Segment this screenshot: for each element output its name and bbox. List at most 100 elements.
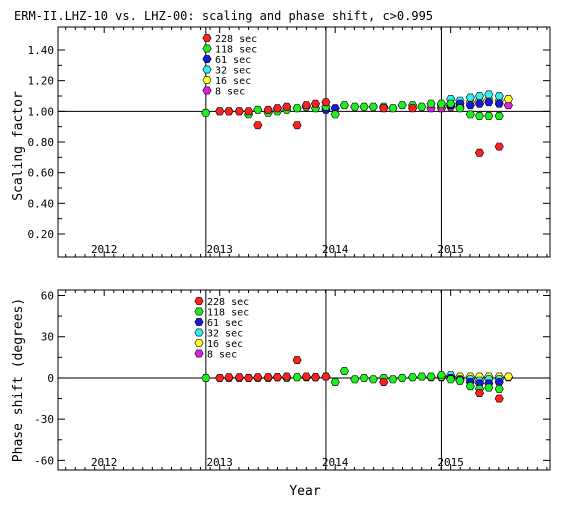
y-tick-label: -30 xyxy=(34,413,54,426)
data-point xyxy=(494,112,504,120)
data-point xyxy=(310,99,321,108)
x-tick-label: 2012 xyxy=(91,243,118,256)
x-tick-label: 2015 xyxy=(437,243,464,256)
data-point xyxy=(292,121,302,130)
data-point xyxy=(446,375,456,384)
data-point xyxy=(215,107,225,116)
x-tick-label: 2012 xyxy=(91,456,118,469)
data-point xyxy=(388,104,398,113)
data-point xyxy=(397,373,407,382)
data-point xyxy=(494,142,504,151)
legend-label: 61 sec xyxy=(215,55,251,66)
data-point xyxy=(484,112,494,120)
y-tick-label: 30 xyxy=(41,331,54,344)
data-point xyxy=(350,375,360,384)
y-axis-label-scaling: Scaling factor xyxy=(11,91,26,201)
legend-label: 32 sec xyxy=(215,66,251,77)
y-tick-label: 0 xyxy=(47,372,54,385)
data-point xyxy=(455,104,465,113)
data-point xyxy=(494,384,504,393)
data-point xyxy=(224,107,234,116)
data-point xyxy=(417,102,427,111)
y-axis-label-phase: Phase shift (degrees) xyxy=(11,298,26,462)
x-tick-label: 2015 xyxy=(437,456,464,469)
legend-label: 8 sec xyxy=(215,87,245,98)
y-tick-label: 1.20 xyxy=(28,75,55,88)
data-point xyxy=(330,110,340,119)
data-point xyxy=(272,104,282,113)
legend-marker xyxy=(202,55,212,63)
data-point xyxy=(465,382,475,391)
legend-marker xyxy=(202,44,212,53)
phase-shift-panel: Phase shift (degrees) Year -60 -30 0 30 60 20… xyxy=(11,289,551,499)
data-point xyxy=(310,373,321,382)
legend-label: 8 sec xyxy=(207,350,237,361)
y-tick-label: -60 xyxy=(34,454,54,467)
legend-marker xyxy=(194,318,204,326)
data-point xyxy=(397,101,407,110)
y-tick-label: 0.60 xyxy=(28,167,55,180)
data-point xyxy=(201,108,211,117)
data-point xyxy=(484,383,494,392)
data-point xyxy=(465,110,475,119)
y-tick-label: 1.40 xyxy=(28,44,55,57)
data-point xyxy=(503,372,513,381)
x-tick-label: 2013 xyxy=(206,243,233,256)
legend-marker xyxy=(194,349,204,358)
data-point xyxy=(234,107,244,116)
data-point xyxy=(494,394,504,403)
data-point xyxy=(301,101,311,110)
data-point xyxy=(282,372,292,381)
legend-marker xyxy=(202,76,212,84)
data-point xyxy=(253,121,263,130)
legend-label: 32 sec xyxy=(207,329,243,340)
data-point xyxy=(484,98,494,107)
data-point xyxy=(330,378,340,387)
legend-label: 16 sec xyxy=(207,339,243,350)
data-point xyxy=(379,378,389,387)
legend-label: 228 sec xyxy=(207,297,249,308)
data-point xyxy=(494,378,504,387)
x-tick-label: 2014 xyxy=(322,243,349,256)
data-point xyxy=(503,95,513,103)
data-point xyxy=(408,373,418,382)
data-point xyxy=(408,104,418,113)
chart-title: ERM-II.LHZ-10 vs. LHZ-00: scaling and ph… xyxy=(14,9,433,23)
data-point xyxy=(215,373,225,382)
y-tick-label: 1.00 xyxy=(28,105,55,118)
legend-label: 228 sec xyxy=(215,34,257,45)
legend-label: 118 sec xyxy=(215,45,257,56)
data-point xyxy=(244,373,254,382)
plot-frame xyxy=(57,289,551,471)
y-tick-label: 60 xyxy=(41,289,54,302)
data-point xyxy=(474,92,485,100)
data-point xyxy=(263,373,273,382)
x-axis-label-year: Year xyxy=(289,484,320,499)
data-point xyxy=(339,367,349,376)
data-point xyxy=(388,375,398,384)
data-point xyxy=(272,373,282,382)
legend-marker xyxy=(202,86,212,95)
data-point xyxy=(292,373,302,382)
data-point xyxy=(201,373,211,382)
data-point xyxy=(253,105,263,114)
y-tick-label: 0.20 xyxy=(28,228,55,241)
data-point xyxy=(292,104,302,113)
data-point xyxy=(426,99,436,108)
data-point xyxy=(253,373,263,382)
data-point xyxy=(359,102,369,111)
legend-marker xyxy=(202,34,212,42)
data-point xyxy=(484,90,494,99)
data-point xyxy=(474,148,485,157)
data-point xyxy=(474,389,485,398)
legend-marker xyxy=(194,328,204,337)
legend-marker xyxy=(194,297,204,305)
data-point xyxy=(446,99,456,108)
data-point xyxy=(417,372,427,381)
data-point xyxy=(465,93,475,102)
data-point xyxy=(379,104,389,113)
y-tick-label: 0.80 xyxy=(28,136,55,149)
plot-frame xyxy=(57,26,551,258)
data-point xyxy=(224,373,234,382)
x-tick-label: 2013 xyxy=(206,456,233,469)
